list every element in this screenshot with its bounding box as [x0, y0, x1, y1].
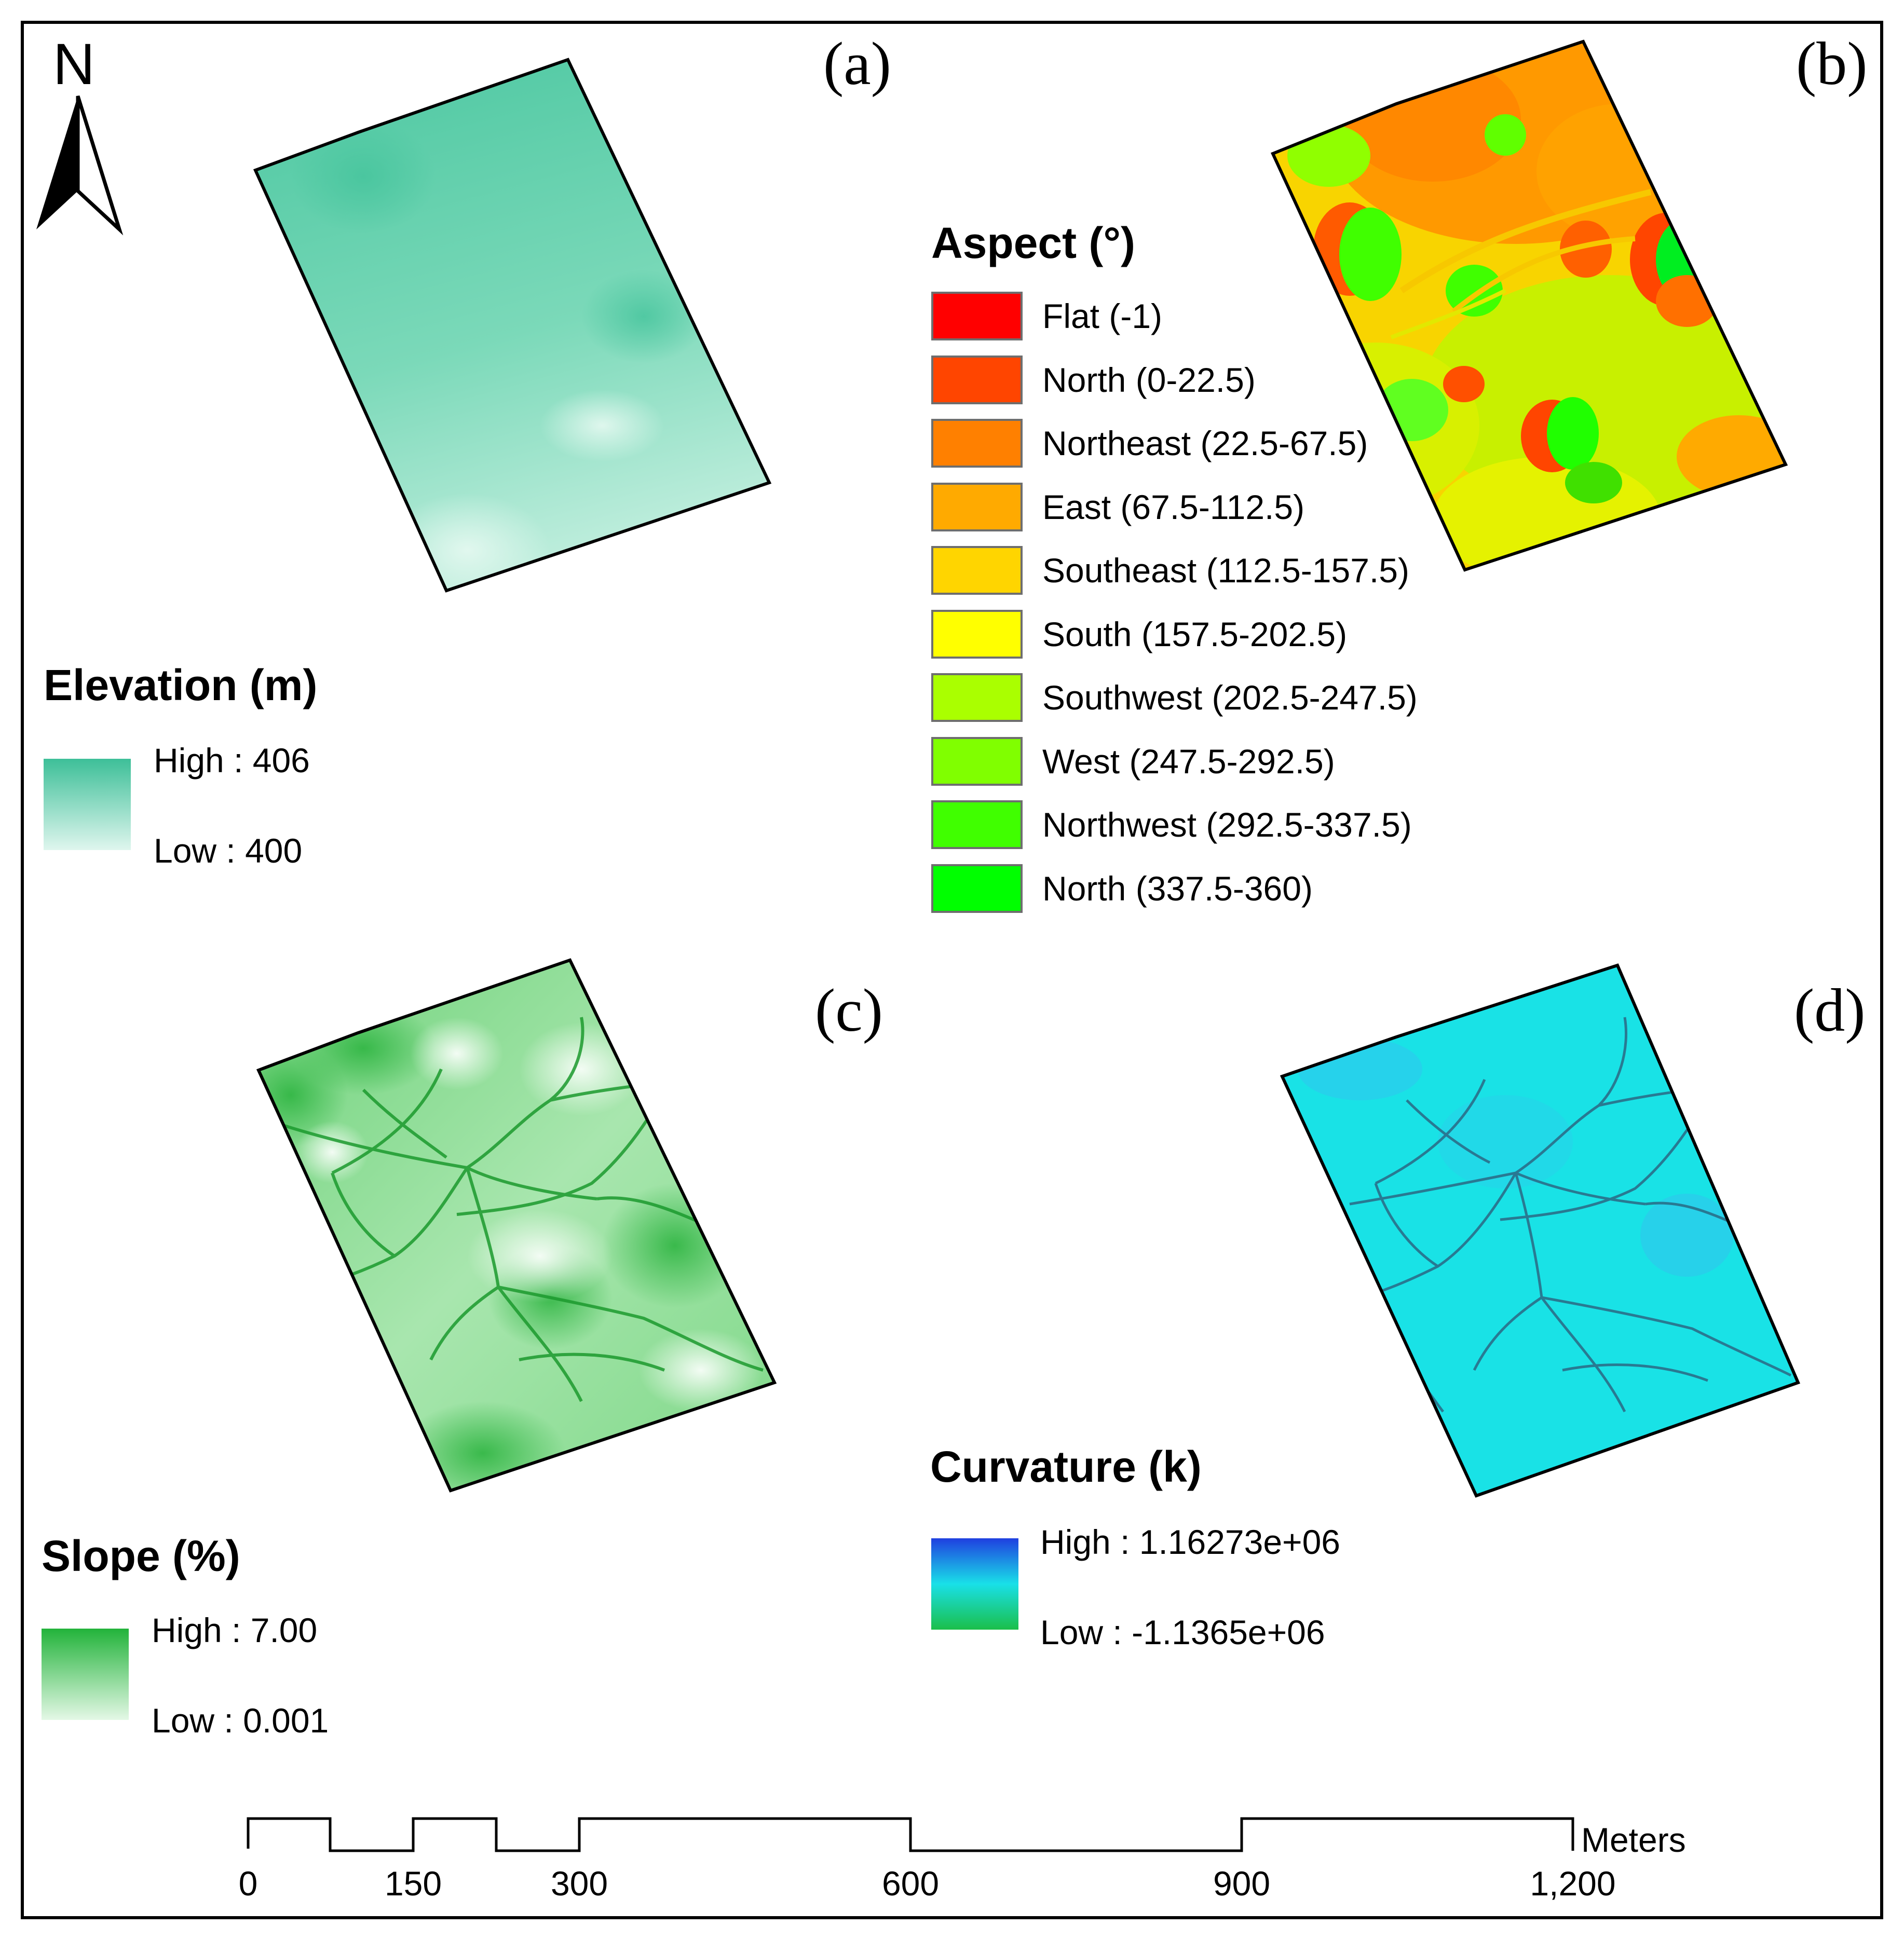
curvature-legend-title: Curvature (k) [930, 1442, 1202, 1491]
curvature-low-label: Low : -1.1365e+06 [1040, 1613, 1325, 1651]
scale-tick-label: 0 [238, 1864, 258, 1903]
scale-tick-label: 900 [1213, 1864, 1271, 1903]
slope-legend-title: Slope (%) [42, 1532, 240, 1580]
aspect-class-label: East (67.5-112.5) [1042, 487, 1305, 526]
aspect-class-label: North (0-22.5) [1042, 360, 1256, 399]
elevation-legend-title: Elevation (m) [44, 661, 318, 709]
panel-label-b: (b) [1796, 30, 1868, 98]
aspect-swatch [931, 800, 1023, 849]
aspect-swatch [931, 736, 1023, 786]
aspect-class-label: North (337.5-360) [1042, 869, 1313, 908]
aspect-class-label: Northeast (22.5-67.5) [1042, 424, 1368, 462]
curvature-color-ramp [931, 1538, 1018, 1630]
map-frame [21, 21, 1883, 1919]
aspect-class-label: Flat (-1) [1042, 297, 1162, 335]
aspect-class-label: West (247.5-292.5) [1042, 742, 1335, 781]
elevation-color-ramp [44, 759, 131, 850]
scale-tick-label: 600 [881, 1864, 940, 1903]
north-arrow-icon [36, 95, 124, 236]
aspect-class-label: Northwest (292.5-337.5) [1042, 805, 1412, 844]
aspect-swatch [931, 419, 1023, 468]
aspect-swatch [931, 355, 1023, 404]
slope-low-label: Low : 0.001 [152, 1701, 329, 1740]
scale-bar-unit: Meters [1581, 1821, 1686, 1859]
aspect-class-label: South (157.5-202.5) [1042, 614, 1348, 653]
scale-tick-label: 150 [384, 1864, 442, 1903]
scale-tick-label: 1,200 [1530, 1864, 1616, 1903]
panel-label-c: (c) [815, 976, 883, 1044]
scale-tick-label: 300 [550, 1864, 608, 1903]
elevation-low-label: Low : 400 [154, 831, 303, 870]
panel-label-a: (a) [823, 30, 891, 98]
slope-color-ramp [42, 1629, 129, 1720]
curvature-high-label: High : 1.16273e+06 [1040, 1523, 1340, 1561]
aspect-class-label: Southwest (202.5-247.5) [1042, 678, 1418, 717]
elevation-high-label: High : 406 [154, 741, 310, 780]
aspect-legend-title: Aspect (°) [931, 218, 1135, 267]
panel-label-d: (d) [1794, 976, 1866, 1044]
aspect-swatch [931, 482, 1023, 531]
slope-high-label: High : 7.00 [152, 1611, 318, 1649]
aspect-swatch [931, 546, 1023, 595]
aspect-swatch [931, 609, 1023, 659]
aspect-swatch [931, 864, 1023, 913]
north-arrow-label: N [53, 32, 95, 97]
aspect-swatch [931, 673, 1023, 722]
aspect-class-label: Southeast (112.5-157.5) [1042, 551, 1409, 590]
aspect-swatch [931, 292, 1023, 340]
